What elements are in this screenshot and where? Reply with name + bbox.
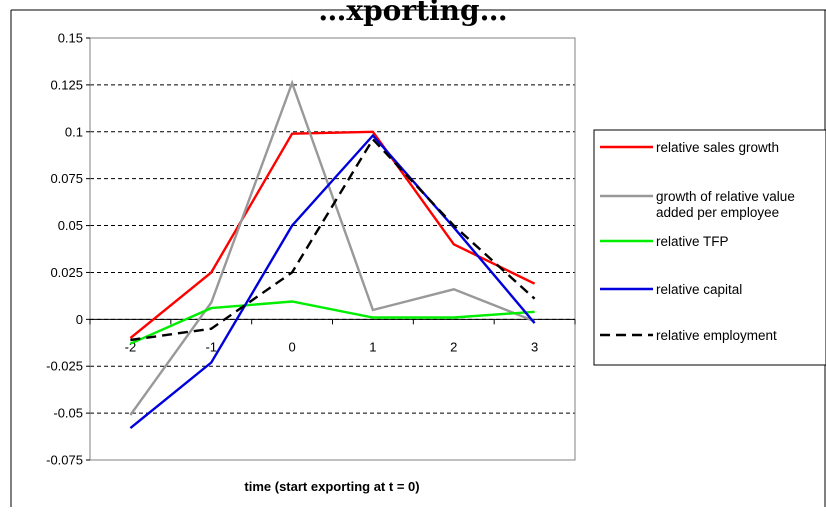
y-tick-label: 0 xyxy=(76,312,83,327)
series-line-4 xyxy=(129,133,536,430)
legend-label-3: relative TFP xyxy=(656,234,729,249)
legend: relative sales growth growth of relative … xyxy=(593,129,826,366)
x-tick-label: -1 xyxy=(205,339,217,354)
legend-box xyxy=(593,129,826,366)
series-line-1 xyxy=(129,130,536,340)
y-tick-label: 0.1 xyxy=(65,124,83,139)
y-tick-label: 0.05 xyxy=(58,218,83,233)
legend-label-5: relative employment xyxy=(656,328,777,343)
legend-entries: relative sales growth growth of relative … xyxy=(600,140,795,343)
y-tick-label: -0.025 xyxy=(46,359,83,374)
x-tick-label: 3 xyxy=(531,339,538,354)
x-tick-label: 2 xyxy=(450,339,457,354)
plot-area-border xyxy=(89,37,576,461)
series-line-5 xyxy=(130,137,536,342)
x-tick-label: 0 xyxy=(288,339,295,354)
y-tick-label: 0.125 xyxy=(50,77,83,92)
legend-label-2: growth of relative value xyxy=(656,189,795,204)
legend-label-2: added per employee xyxy=(656,205,779,220)
x-tick-labels: -2 -1 0 1 2 3 xyxy=(89,318,576,354)
y-tick-label: 0.025 xyxy=(50,265,83,280)
x-tick-label: 1 xyxy=(369,339,376,354)
y-tick-label: -0.075 xyxy=(46,453,83,468)
y-tick-labels: 0.15 0.125 0.1 0.075 0.05 0.025 0 -0.025 -0.05 -0… xyxy=(46,31,90,468)
series-line-3 xyxy=(129,300,535,345)
series-layer xyxy=(129,79,536,430)
x-tick-label: -2 xyxy=(125,339,137,354)
legend-label-1: relative sales growth xyxy=(656,140,779,155)
legend-label-4: relative capital xyxy=(656,282,742,297)
y-tick-label: -0.05 xyxy=(53,406,83,421)
grid-layer xyxy=(90,84,575,414)
y-tick-label: 0.15 xyxy=(58,31,83,46)
series-line-2 xyxy=(129,79,536,416)
x-axis-label: time (start exporting at t = 0) xyxy=(244,479,419,494)
y-tick-label: 0.075 xyxy=(50,171,83,186)
chart-title: …xporting… xyxy=(318,0,507,27)
